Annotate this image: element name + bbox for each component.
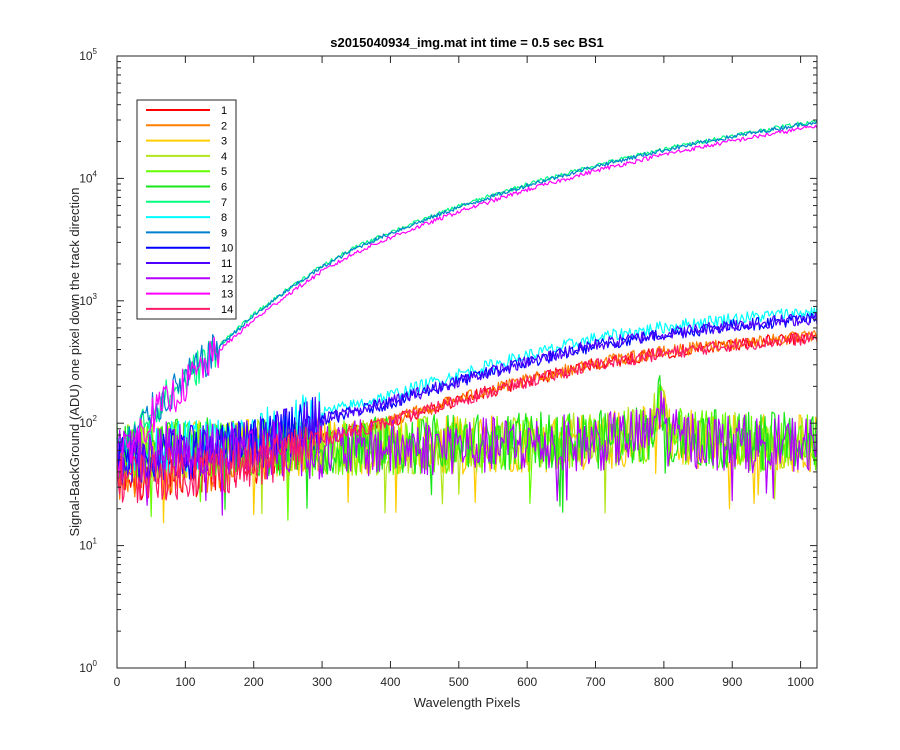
x-tick-label: 800 — [654, 675, 674, 689]
series-line-12 — [116, 390, 818, 516]
legend-label: 8 — [221, 212, 227, 224]
series-line-14 — [116, 331, 818, 504]
plot-area-frame — [116, 55, 818, 669]
x-tick-label: 300 — [312, 675, 332, 689]
legend-label: 2 — [221, 120, 227, 132]
chart-title: s2015040934_img.mat int time = 0.5 sec B… — [330, 35, 604, 50]
x-tick-label: 0 — [114, 675, 121, 689]
y-tick-label: 103 — [79, 292, 97, 308]
y-tick-label: 100 — [79, 659, 97, 675]
legend-label: 11 — [221, 258, 232, 270]
legend-label: 13 — [221, 289, 233, 301]
x-tick-label: 200 — [244, 675, 264, 689]
legend-label: 12 — [221, 273, 233, 285]
x-tick-label: 600 — [517, 675, 537, 689]
x-tick-label: 1000 — [787, 675, 814, 689]
x-tick-label: 900 — [722, 675, 742, 689]
x-tick-label: 700 — [586, 675, 606, 689]
y-axis-label: Signal-BackGround (ADU) one pixel down t… — [67, 187, 82, 536]
y-tick-label: 104 — [79, 169, 97, 185]
legend-label: 10 — [221, 243, 233, 255]
y-tick-label: 105 — [79, 47, 97, 63]
legend-label: 9 — [221, 227, 227, 239]
x-axis-label: Wavelength Pixels — [414, 695, 521, 710]
legend-label: 5 — [221, 166, 227, 178]
x-axis: 0 100 200 300 400 500 600 700 800 900 1000 — [114, 56, 814, 689]
legend-box — [136, 99, 237, 320]
legend-label: 1 — [221, 105, 227, 117]
series-layer — [116, 120, 818, 524]
legend-label: 6 — [221, 182, 227, 194]
legend-label: 4 — [221, 151, 227, 163]
series-line-9 — [116, 120, 818, 470]
y-tick-label: 101 — [79, 537, 97, 553]
legend-label: 7 — [221, 197, 227, 209]
x-tick-label: 100 — [175, 675, 195, 689]
x-tick-label: 400 — [380, 675, 400, 689]
legend-label: 3 — [221, 136, 227, 148]
series-line-8 — [116, 305, 818, 476]
y-tick-label: 102 — [79, 414, 97, 430]
x-tick-label: 500 — [449, 675, 469, 689]
series-line-13 — [116, 124, 818, 478]
legend-label: 14 — [221, 304, 233, 316]
